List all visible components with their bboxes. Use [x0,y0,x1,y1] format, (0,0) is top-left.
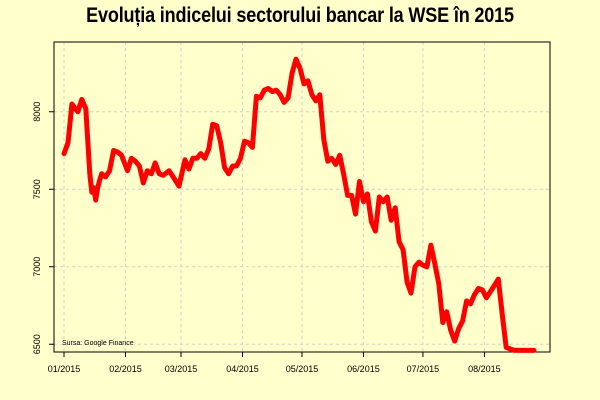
x-tick-label: 05/2015 [286,364,319,374]
x-tick-label: 06/2015 [347,364,380,374]
series-layer [61,56,537,353]
x-tick-label: 08/2015 [468,364,501,374]
chart-title: Evoluția indicelui sectorului bancar la … [86,4,514,27]
y-tick-label: 6500 [32,334,42,354]
source-note: Sursa: Google Finance [62,340,134,347]
plot-frame [53,41,551,353]
grid-lines [54,42,550,352]
x-tick-label: 01/2015 [48,364,81,374]
y-tick-label: 8000 [32,102,42,122]
y-axis: 6500 7000 7500 8000 [32,102,54,354]
y-tick-label: 7500 [32,179,42,199]
x-tick-label: 02/2015 [109,364,142,374]
x-axis: 01/2015 02/2015 03/2015 04/2015 05/2015 06/20… [48,352,501,374]
series-line [61,56,537,353]
x-tick-label: 03/2015 [165,364,198,374]
x-tick-label: 07/2015 [407,364,440,374]
x-tick-label: 04/2015 [226,364,259,374]
y-tick-label: 7000 [32,257,42,277]
